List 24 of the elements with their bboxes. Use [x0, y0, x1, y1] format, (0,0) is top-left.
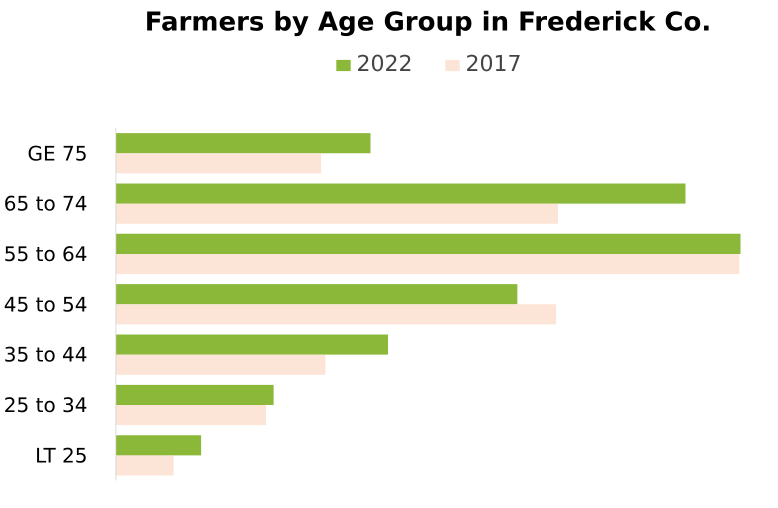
bar	[116, 133, 370, 154]
chart-title: Farmers by Age Group in Frederick Co.	[144, 8, 712, 38]
legend-label: 2017	[466, 52, 522, 77]
y-tick-label: 35 to 44	[4, 342, 88, 367]
bar	[116, 304, 556, 324]
bar	[116, 284, 518, 304]
bar	[116, 435, 202, 456]
bar	[116, 334, 388, 355]
legend-label: 2022	[356, 52, 412, 77]
bar	[116, 183, 686, 204]
bar	[116, 354, 326, 375]
bar	[116, 234, 740, 254]
y-tick-label: 55 to 64	[4, 242, 88, 266]
bar	[116, 204, 558, 224]
bar	[116, 404, 266, 426]
y-tick-label: 45 to 54	[4, 292, 88, 316]
bar	[116, 254, 740, 274]
y-tick-label: 25 to 34	[4, 392, 88, 417]
y-tick-label: GE 75	[28, 141, 88, 166]
y-tick-label: LT 25	[35, 443, 88, 468]
bar	[116, 455, 174, 476]
y-tick-label: 65 to 74	[4, 192, 88, 216]
bar	[116, 153, 322, 174]
bar	[116, 384, 274, 405]
